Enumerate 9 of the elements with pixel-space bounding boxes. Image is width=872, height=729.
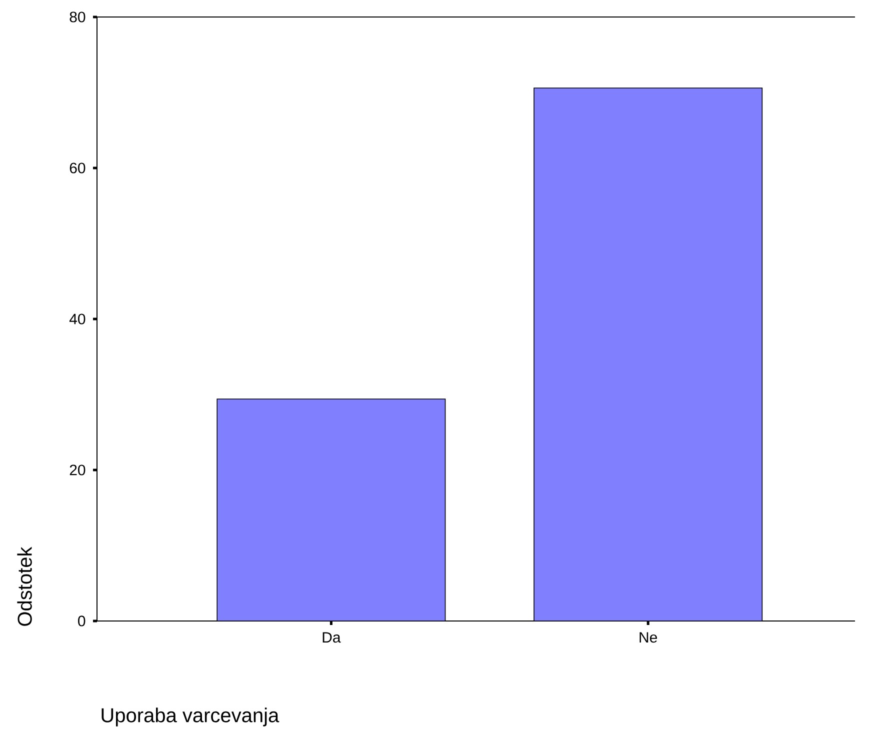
y-tick-label: 80 [70, 12, 86, 22]
x-axis-title: Uporaba varcevanja [102, 708, 280, 726]
y-tick-label: 60 [70, 162, 86, 174]
x-tick-label: Da [322, 632, 341, 643]
x-tick-label: Ne [640, 632, 657, 643]
y-tick-label: 20 [70, 464, 86, 476]
y-tick-label: 0 [78, 616, 86, 626]
y-axis-title: Odstotek [17, 546, 32, 626]
y-tick-label: 40 [69, 314, 86, 324]
